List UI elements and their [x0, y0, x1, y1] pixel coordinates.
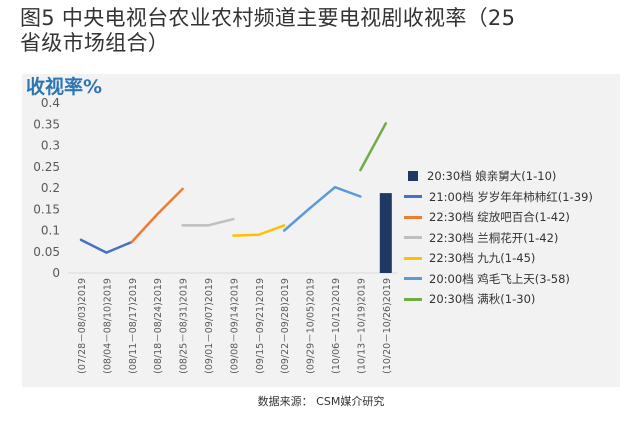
- y-tick-label: 0.35: [33, 117, 60, 131]
- y-tick-label: 0.1: [41, 224, 60, 238]
- x-tick-label: (09/01－09/07)2019: [204, 278, 215, 374]
- legend-item: 21:00档 岁岁年年柿柿红(1-39): [404, 187, 593, 208]
- y-tick-label: 0.15: [33, 202, 60, 216]
- x-tick-label: (09/15－09/21)2019: [255, 278, 266, 374]
- x-tick-label: (08/11－08/17)2019: [128, 278, 139, 374]
- x-tick-label: (08/04－08/10)2019: [102, 278, 113, 374]
- legend-label: 20:30档 满秋(1-30): [429, 292, 536, 307]
- legend-swatch: [404, 256, 422, 260]
- legend: 20:30档 娘亲舅大(1-10) 21:00档 岁岁年年柿柿红(1-39) 22:…: [404, 166, 593, 310]
- x-tick-label: (08/25－08/31)2019: [179, 278, 190, 374]
- x-tick-label: (07/28－08/03)2019: [77, 278, 88, 374]
- legend-label: 22:30档 兰桐花开(1-42): [429, 230, 559, 245]
- legend-label: 20:30档 娘亲舅大(1-10): [427, 169, 557, 184]
- series-line: [181, 217, 235, 227]
- series-line: [282, 185, 362, 232]
- chart-title-line1: 图5 中央电视台农业农村频道主要电视剧收视率（25: [20, 6, 516, 30]
- legend-swatch: [404, 195, 422, 199]
- x-tick-label: (09/22－09/28)2019: [280, 278, 291, 374]
- x-tick-label: (09/08－09/14)2019: [229, 278, 240, 374]
- chart-panel: [22, 74, 620, 387]
- legend-item: 22:30档 绽放吧百合(1-42): [404, 207, 593, 228]
- y-tick-label: 0.4: [41, 96, 60, 110]
- series-line: [232, 224, 286, 237]
- legend-swatch: [408, 171, 418, 182]
- y-tick-label: 0.05: [33, 245, 60, 259]
- x-tick-label: (10/06－10/12)2019: [331, 278, 342, 374]
- chart-title: 图5 中央电视台农业农村频道主要电视剧收视率（25 省级市场组合）: [20, 6, 630, 56]
- legend-swatch: [404, 277, 422, 281]
- legend-item: 20:30档 满秋(1-30): [404, 289, 593, 310]
- legend-item: 22:30档 兰桐花开(1-42): [404, 228, 593, 249]
- source-note: 数据来源： CSM媒介研究: [257, 395, 385, 408]
- y-tick-label: 0.25: [33, 160, 60, 174]
- legend-item: 20:00档 鸡毛飞上天(3-58): [404, 269, 593, 290]
- series-line: [359, 122, 388, 172]
- legend-swatch: [404, 236, 422, 240]
- x-tick-label: (10/20－10/26)2019: [382, 278, 393, 374]
- x-tick-label: (10/13－10/19)2019: [356, 278, 367, 374]
- y-axis-title: 收视率%: [26, 76, 103, 98]
- y-tick-label: 0: [52, 266, 60, 280]
- legend-swatch: [404, 215, 422, 219]
- legend-item: 20:30档 娘亲舅大(1-10): [404, 166, 593, 187]
- legend-swatch: [404, 297, 422, 301]
- x-tick-label: (09/29－10/05)2019: [306, 278, 317, 374]
- y-tick-label: 0.2: [41, 181, 60, 195]
- bar-mark: [379, 193, 392, 273]
- series-line: [130, 187, 184, 244]
- series-line: [79, 238, 134, 254]
- x-tick-label: (08/18－08/24)2019: [153, 278, 164, 374]
- legend-item: 22:30档 九九(1-45): [404, 248, 593, 269]
- y-tick-label: 0.3: [41, 139, 60, 153]
- legend-label: 21:00档 岁岁年年柿柿红(1-39): [429, 189, 593, 204]
- chart-title-line2: 省级市场组合）: [20, 31, 170, 55]
- legend-label: 22:30档 九九(1-45): [429, 251, 536, 266]
- legend-label: 22:30档 绽放吧百合(1-42): [429, 210, 570, 225]
- legend-label: 20:00档 鸡毛飞上天(3-58): [429, 271, 570, 286]
